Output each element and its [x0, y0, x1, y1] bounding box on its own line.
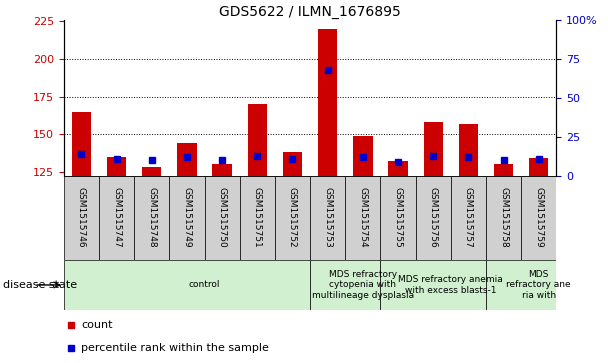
- Bar: [275, 176, 310, 260]
- Bar: [283, 152, 302, 176]
- Text: GSM1515751: GSM1515751: [253, 187, 262, 248]
- Bar: [64, 176, 99, 260]
- Title: GDS5622 / ILMN_1676895: GDS5622 / ILMN_1676895: [219, 5, 401, 19]
- Text: GSM1515757: GSM1515757: [464, 187, 473, 248]
- Bar: [64, 260, 310, 310]
- Bar: [142, 167, 162, 176]
- Bar: [134, 176, 170, 260]
- Bar: [310, 260, 381, 310]
- Bar: [486, 260, 556, 310]
- Text: control: control: [189, 281, 220, 289]
- Bar: [529, 158, 548, 176]
- Bar: [212, 164, 232, 176]
- Text: GSM1515748: GSM1515748: [147, 187, 156, 248]
- Text: MDS
refractory ane
ria with: MDS refractory ane ria with: [506, 270, 571, 300]
- Bar: [494, 164, 513, 176]
- Text: GSM1515746: GSM1515746: [77, 187, 86, 248]
- Bar: [353, 135, 373, 176]
- Text: disease state: disease state: [3, 280, 77, 290]
- Bar: [72, 111, 91, 176]
- Bar: [310, 176, 345, 260]
- Bar: [458, 123, 478, 176]
- Text: percentile rank within the sample: percentile rank within the sample: [81, 343, 269, 353]
- Bar: [107, 156, 126, 176]
- Bar: [318, 29, 337, 176]
- Bar: [178, 143, 196, 176]
- Text: GSM1515752: GSM1515752: [288, 187, 297, 248]
- Text: count: count: [81, 320, 112, 330]
- Bar: [247, 104, 267, 176]
- Text: MDS refractory
cytopenia with
multilineage dysplasia: MDS refractory cytopenia with multilinea…: [312, 270, 414, 300]
- Bar: [521, 176, 556, 260]
- Bar: [345, 176, 381, 260]
- Text: GSM1515756: GSM1515756: [429, 187, 438, 248]
- Text: GSM1515758: GSM1515758: [499, 187, 508, 248]
- Bar: [240, 176, 275, 260]
- Bar: [99, 176, 134, 260]
- Bar: [389, 161, 408, 176]
- Bar: [381, 176, 416, 260]
- Bar: [204, 176, 240, 260]
- Text: GSM1515755: GSM1515755: [393, 187, 402, 248]
- Text: GSM1515754: GSM1515754: [358, 187, 367, 248]
- Text: GSM1515753: GSM1515753: [323, 187, 332, 248]
- Bar: [416, 176, 451, 260]
- Bar: [424, 122, 443, 176]
- Bar: [170, 176, 204, 260]
- Text: GSM1515749: GSM1515749: [182, 187, 192, 248]
- Bar: [486, 176, 521, 260]
- Text: GSM1515750: GSM1515750: [218, 187, 227, 248]
- Text: GSM1515747: GSM1515747: [112, 187, 121, 248]
- Text: GSM1515759: GSM1515759: [534, 187, 543, 248]
- Bar: [381, 260, 486, 310]
- Bar: [451, 176, 486, 260]
- Text: MDS refractory anemia
with excess blasts-1: MDS refractory anemia with excess blasts…: [398, 275, 503, 295]
